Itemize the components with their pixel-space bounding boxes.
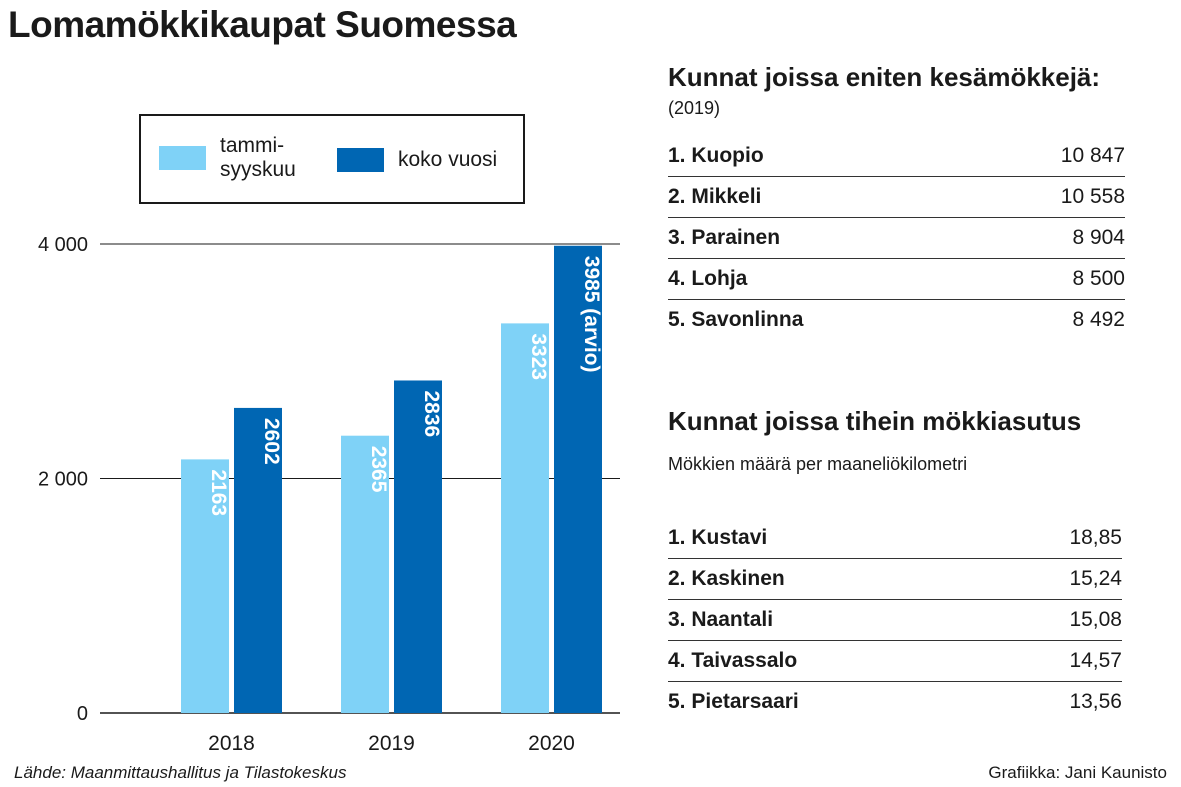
row-value: 15,08 [1069,608,1122,631]
table2-subtitle: Mökkien määrä per maaneliökilometri [668,454,968,474]
y-tick-label: 0 [77,703,88,725]
table-row: 1. Kustavi 18,85 [668,518,1122,559]
table-row: 5. Pietarsaari 13,56 [668,682,1122,723]
table-row: 1. Kuopio 10 847 [668,136,1125,177]
table2-title: Kunnat joissa tihein mökkiasutus [668,406,1082,436]
row-value: 15,24 [1069,567,1122,590]
y-tick-label: 4 000 [38,234,88,256]
row-value: 8 500 [1072,267,1125,290]
graphic-credit: Grafiikka: Jani Kaunisto [988,763,1167,782]
row-name: 1. Kuopio [668,144,764,167]
row-name: 2. Mikkeli [668,185,762,208]
bar-value-label: 2836 [420,390,443,437]
row-value: 14,57 [1069,649,1122,672]
row-name: 2. Kaskinen [668,567,785,590]
table-row: 2. Kaskinen 15,24 [668,559,1122,600]
bar-value-label: 2163 [207,469,230,516]
source-note: Lähde: Maanmittaushallitus ja Tilastokes… [14,763,347,782]
page-title: Lomamökkikaupat Suomessa [8,4,517,45]
x-tick-label: 2019 [368,732,415,755]
row-name: 1. Kustavi [668,526,768,549]
table2: 1. Kustavi 18,85 2. Kaskinen 15,24 3. Naan… [668,518,1122,723]
row-value: 13,56 [1069,690,1122,713]
row-name: 4. Lohja [668,267,748,290]
bar-koko-vuosi-2018 [234,407,282,713]
bar-tammi-syyskuu-2019 [341,435,389,713]
table-row: 4. Taivassalo 14,57 [668,641,1122,682]
row-value: 8 492 [1072,308,1125,331]
table-row: 2. Mikkeli 10 558 [668,177,1125,218]
table-row: 3. Parainen 8 904 [668,218,1125,259]
table-row: 3. Naantali 15,08 [668,600,1122,641]
legend-label-koko-vuosi: koko vuosi [398,148,498,171]
bar-tammi-syyskuu-2018 [181,459,229,713]
table-row: 4. Lohja 8 500 [668,259,1125,300]
row-name: 3. Naantali [668,608,774,631]
table1: 1. Kuopio 10 847 2. Mikkeli 10 558 3. Para… [668,136,1125,341]
legend-label-tammi-syyskuu: tammi-syyskuu [220,134,296,181]
row-name: 5. Pietarsaari [668,690,799,713]
table1-subtitle: (2019) [668,98,721,118]
bar-tammi-syyskuu-2020 [501,323,549,713]
bar-value-label: 3985 (arvio) [580,256,603,373]
legend-item-koko-vuosi: koko vuosi [337,148,497,172]
y-tick-label: 2 000 [38,469,88,491]
row-value: 10 558 [1060,185,1125,208]
table-row: 5. Savonlinna 8 492 [668,300,1125,341]
bar-chart: 0 2 000 4 000 2163 2602 2018 2365 2836 2019 3323 3… [38,234,620,755]
legend-swatch-tammi-syyskuu [159,146,206,170]
bar-koko-vuosi-2020 [554,245,602,714]
bar-value-label: 2602 [260,418,283,465]
bar-value-label: 2365 [367,446,390,493]
legend-swatch-koko-vuosi [337,148,384,172]
row-value: 18,85 [1069,526,1122,549]
x-tick-label: 2020 [528,732,575,755]
bar-value-label: 3323 [527,333,550,380]
row-name: 3. Parainen [668,226,781,249]
row-value: 8 904 [1072,226,1125,249]
row-name: 5. Savonlinna [668,308,804,331]
legend-item-tammi-syyskuu: tammi-syyskuu [159,134,316,182]
x-tick-label: 2018 [208,732,255,755]
table1-title: Kunnat joissa eniten kesämökkejä: [668,62,1101,92]
bar-koko-vuosi-2019 [394,380,442,713]
row-name: 4. Taivassalo [668,649,798,672]
row-value: 10 847 [1060,144,1125,167]
chart-legend: tammi-syyskuu koko vuosi [139,114,525,204]
